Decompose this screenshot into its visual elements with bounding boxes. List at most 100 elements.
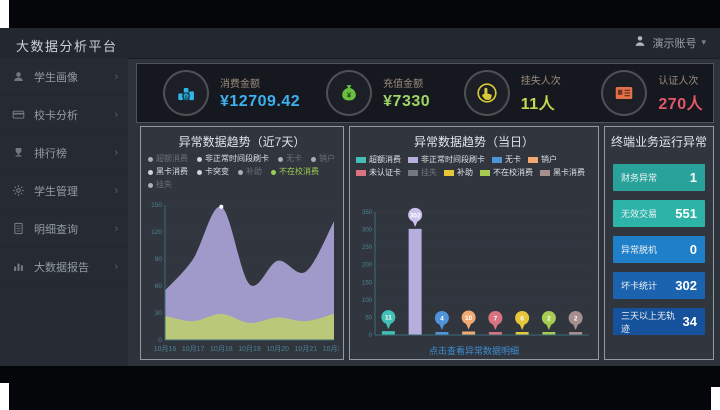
sidebar-item-gear[interactable]: 学生管理 › <box>0 172 128 210</box>
person-icon <box>12 70 25 83</box>
weekly-panel-title: 异常数据趋势（近7天） <box>178 135 306 149</box>
user-menu[interactable]: 演示账号 ▾ <box>633 34 706 51</box>
svg-text:150: 150 <box>362 280 373 286</box>
sidebar-item-report[interactable]: 大数据报告 › <box>0 248 128 286</box>
chevron-down-icon: ▾ <box>701 37 706 47</box>
svg-text:150: 150 <box>151 202 162 209</box>
sidebar-item-trophy[interactable]: 排行榜 › <box>0 134 128 172</box>
terminal-stat-row[interactable]: 三天以上无轨迹 34 <box>613 308 705 335</box>
svg-text:11: 11 <box>385 315 392 322</box>
kpi-card: ¥ 充值金额 ¥7330 <box>300 70 438 116</box>
kpi-label: 消费金额 <box>220 79 260 90</box>
svg-text:30: 30 <box>155 310 163 317</box>
legend-label: 超额消费 <box>156 154 188 163</box>
terminal-stat-value: 0 <box>689 242 697 257</box>
sidebar-item-label: 排行榜 <box>34 147 67 160</box>
card-icon <box>12 108 25 121</box>
sidebar-item-label: 学生画像 <box>34 71 78 84</box>
legend-label: 未认证卡 <box>369 168 401 177</box>
legend-dot <box>311 156 316 162</box>
legend-label: 非正常时间段刷卡 <box>421 155 485 164</box>
legend-dot <box>148 156 153 162</box>
terminal-stat-value: 34 <box>682 314 697 329</box>
svg-text:120: 120 <box>151 229 162 236</box>
legend-swatch <box>480 170 490 176</box>
idcard-icon <box>601 70 648 116</box>
daily-legend-item[interactable]: 不在校消费 <box>480 168 533 178</box>
svg-text:4: 4 <box>440 315 444 322</box>
weekly-legend-item[interactable]: 挂失 <box>148 180 172 190</box>
sidebar-item-label: 大数据报告 <box>34 261 89 274</box>
legend-label: 补助 <box>246 167 262 176</box>
svg-text:10月19: 10月19 <box>238 345 261 353</box>
weekly-trend-panel: 异常数据趋势（近7天） 超额消费 非正常时间段刷卡 无卡 销户黑卡消费 卡突变 补助 不在校… <box>140 126 344 360</box>
legend-swatch <box>444 170 454 176</box>
svg-text:300: 300 <box>362 228 373 234</box>
weekly-legend-item[interactable]: 超额消费 <box>148 154 188 164</box>
weekly-legend-item[interactable]: 非正常时间段刷卡 <box>197 154 269 164</box>
svg-text:10月20: 10月20 <box>266 345 289 353</box>
report-icon <box>12 260 25 273</box>
daily-legend-item[interactable]: 无卡 <box>492 155 521 165</box>
chevron-right-icon: › <box>114 70 118 83</box>
svg-text:60: 60 <box>155 283 163 290</box>
legend-dot <box>278 156 283 162</box>
kpi-strip: ¥ 消费金额 ¥12709.42 ¥ 充值金额 ¥7330 挂失人次 11人 认证人次 270人 <box>136 63 714 123</box>
terminal-panel: 终端业务运行异常 财务异常 1 无效交易 551 异常脱机 0 坏卡统计 302 三天以上无轨迹… <box>604 126 714 360</box>
weekly-legend-item[interactable]: 补助 <box>238 167 262 177</box>
daily-legend-item[interactable]: 超额消费 <box>356 155 401 165</box>
terminal-stat-label: 三天以上无轨迹 <box>621 310 676 334</box>
terminal-stat-label: 无效交易 <box>621 209 658 219</box>
daily-bar-chart[interactable]: 0 50 100 150 200 250 300 350 11 302 4 10 7 6 2 2 <box>354 197 594 343</box>
kpi-label: 充值金额 <box>383 79 424 90</box>
weekly-area-chart[interactable]: 0 30 60 90 120 150 10月16 10月17 10月18 10月19 10月20 10… <box>145 198 339 356</box>
legend-swatch <box>492 157 502 163</box>
weekly-legend-item[interactable]: 卡突变 <box>197 167 229 177</box>
sidebar-item-card[interactable]: 校卡分析 › <box>0 96 128 134</box>
kpi-value: ¥7330 <box>383 93 431 110</box>
daily-legend-item[interactable]: 未认证卡 <box>356 168 401 178</box>
daily-legend-item[interactable]: 挂失 <box>408 168 437 178</box>
kpi-value: ¥12709.42 <box>220 93 301 110</box>
sidebar-item-document[interactable]: 明细查询 › <box>0 210 128 248</box>
svg-text:10: 10 <box>465 315 473 322</box>
terminal-stat-label: 异常脱机 <box>621 245 658 255</box>
legend-dot <box>148 182 153 188</box>
sidebar-item-person[interactable]: 学生画像 › <box>0 58 128 96</box>
svg-text:2: 2 <box>574 315 578 322</box>
weekly-legend-item[interactable]: 无卡 <box>278 154 302 164</box>
gear-icon <box>12 184 25 197</box>
svg-text:250: 250 <box>362 245 373 251</box>
svg-text:0: 0 <box>369 333 373 339</box>
app-window: 大数据分析平台 演示账号 ▾ 学生画像 › 校卡分析 › 排行榜 › 学生管理 › 明细查询 › 大… <box>0 28 720 366</box>
terminal-stat-row[interactable]: 财务异常 1 <box>613 164 705 191</box>
kpi-label: 挂失人次 <box>520 76 561 87</box>
weekly-legend-item[interactable]: 销户 <box>311 154 335 164</box>
terminal-stat-row[interactable]: 异常脱机 0 <box>613 236 705 263</box>
svg-text:10月16: 10月16 <box>154 345 177 353</box>
page-corner-artifact <box>0 0 9 28</box>
legend-dot <box>197 169 202 175</box>
weekly-legend-item[interactable]: 黑卡消费 <box>148 167 188 177</box>
svg-text:6: 6 <box>520 315 524 322</box>
terminal-stat-row[interactable]: 无效交易 551 <box>613 200 705 227</box>
hand-click-icon <box>463 70 510 116</box>
daily-legend-item[interactable]: 补助 <box>444 168 473 178</box>
daily-legend-item[interactable]: 销户 <box>528 155 557 165</box>
weekly-legend-item[interactable]: 不在校消费 <box>271 167 319 177</box>
daily-panel-title: 异常数据趋势（当日） <box>413 135 534 149</box>
daily-legend-item[interactable]: 黑卡消费 <box>540 168 585 178</box>
svg-text:7: 7 <box>494 315 498 322</box>
legend-label: 销户 <box>541 155 557 164</box>
terminal-stat-row[interactable]: 坏卡统计 302 <box>613 272 705 299</box>
legend-label: 无卡 <box>286 154 302 163</box>
daily-detail-link[interactable]: 点击查看异常数据明细 <box>428 346 519 356</box>
legend-label: 销户 <box>319 154 335 163</box>
daily-legend-item[interactable]: 非正常时间段刷卡 <box>408 155 485 165</box>
terminal-stats: 财务异常 1 无效交易 551 异常脱机 0 坏卡统计 302 三天以上无轨迹 34 <box>605 152 713 335</box>
legend-dot <box>271 169 276 175</box>
legend-label: 黑卡消费 <box>156 167 188 176</box>
svg-text:¥: ¥ <box>184 95 188 101</box>
terminal-stat-value: 1 <box>689 170 697 185</box>
